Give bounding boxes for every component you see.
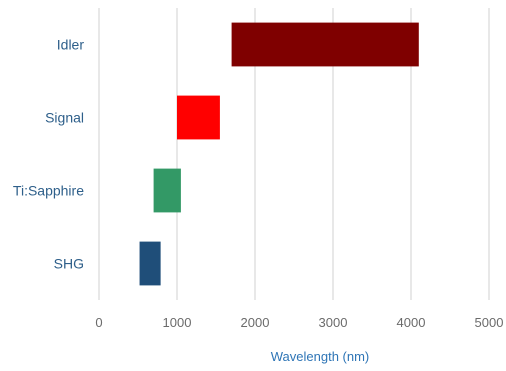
x-tick-label: 2000 — [241, 315, 270, 330]
x-tick-label: 0 — [95, 315, 102, 330]
category-labels: Idler Signal Ti:Sapphire SHG — [13, 37, 84, 272]
category-label: SHG — [54, 256, 84, 272]
bar-signal — [177, 95, 220, 140]
bar-ti-sapphire — [153, 168, 181, 213]
range-bars — [139, 22, 419, 286]
bar-idler — [231, 22, 419, 67]
category-label: Idler — [57, 37, 85, 53]
x-tick-label: 4000 — [397, 315, 426, 330]
x-axis-title: Wavelength (nm) — [271, 349, 370, 364]
bar-shg — [139, 241, 161, 286]
x-tick-label: 5000 — [475, 315, 504, 330]
category-label: Ti:Sapphire — [13, 183, 84, 199]
x-tick-labels: 0 1000 2000 3000 4000 5000 — [95, 315, 503, 330]
x-tick-label: 1000 — [163, 315, 192, 330]
category-label: Signal — [45, 110, 84, 126]
x-tick-label: 3000 — [319, 315, 348, 330]
